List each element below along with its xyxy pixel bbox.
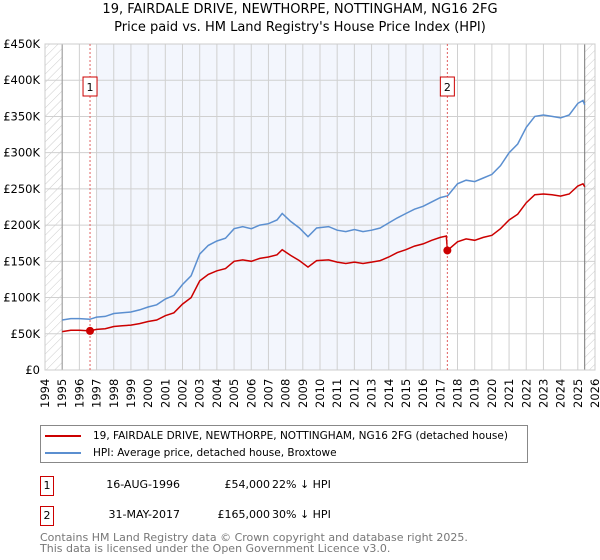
x-tick-label: 2012	[347, 379, 361, 408]
x-tick-label: 2019	[468, 379, 482, 408]
x-tick-label: 2024	[554, 379, 568, 408]
transaction-price: £54,000	[224, 478, 271, 491]
x-tick-label: 1999	[124, 379, 138, 408]
legend-swatch-red	[45, 435, 81, 437]
y-tick-label: £50K	[11, 327, 41, 341]
y-tick-label: £250K	[3, 182, 40, 196]
x-tick-label: 2000	[141, 379, 155, 408]
x-tick-label: 1995	[55, 379, 69, 408]
x-tick-label: 2026	[588, 379, 600, 408]
sale-label-box	[439, 76, 455, 97]
x-tick-label: 2003	[193, 379, 207, 408]
footer-licence: This data is licensed under the Open Gov…	[40, 542, 391, 555]
y-tick-label: £350K	[3, 109, 40, 123]
x-tick-label: 2022	[519, 379, 533, 408]
x-tick-label: 2004	[210, 379, 224, 408]
transaction-hpi: 22% ↓ HPI	[272, 478, 331, 491]
marker-badge: 2	[40, 506, 54, 526]
marker-badge: 1	[40, 476, 54, 496]
x-tick-label: 2009	[296, 379, 310, 408]
sale-label: 2	[444, 81, 451, 94]
property-price-line	[62, 182, 586, 333]
x-tick-label: 2002	[176, 379, 190, 408]
x-tick-label: 2021	[502, 379, 516, 408]
sale-label-box	[82, 76, 98, 97]
x-tick-label: 1994	[38, 379, 52, 408]
x-tick-label: 2016	[416, 379, 430, 408]
y-tick-label: £300K	[3, 146, 40, 160]
transaction-price: £165,000	[217, 508, 271, 521]
x-tick-label: 2025	[571, 379, 585, 408]
chart-title: 19, FAIRDALE DRIVE, NEWTHORPE, NOTTINGHA…	[102, 2, 498, 17]
transaction-hpi: 30% ↓ HPI	[272, 508, 331, 521]
legend-swatch-blue	[45, 452, 81, 454]
legend-item-property: 19, FAIRDALE DRIVE, NEWTHORPE, NOTTINGHA…	[45, 429, 508, 443]
y-tick-label: £450K	[3, 37, 40, 51]
plot-frame	[44, 43, 596, 371]
y-tick-label: £100K	[3, 291, 40, 305]
x-tick-label: 2008	[279, 379, 293, 408]
sale-point	[86, 326, 95, 335]
legend-item-hpi: HPI: Average price, detached house, Brox…	[45, 446, 337, 460]
transaction-date: 16-AUG-1996	[106, 478, 180, 491]
y-tick-label: £0	[25, 363, 40, 377]
transaction-row: 1 16-AUG-1996 £54,000 22% ↓ HPI	[40, 476, 540, 496]
y-tick-label: £400K	[3, 73, 40, 87]
sale-label: 1	[87, 81, 94, 94]
x-tick-label: 2001	[158, 379, 172, 408]
transaction-row: 2 31-MAY-2017 £165,000 30% ↓ HPI	[40, 506, 540, 526]
x-tick-label: 2014	[382, 379, 396, 408]
no-data-hatch	[45, 44, 63, 370]
chart-subtitle: Price paid vs. HM Land Registry's House …	[114, 20, 486, 35]
transaction-date: 31-MAY-2017	[108, 508, 180, 521]
x-tick-label: 2013	[365, 379, 379, 408]
chart-legend: 19, FAIRDALE DRIVE, NEWTHORPE, NOTTINGHA…	[40, 425, 528, 463]
legend-label: HPI: Average price, detached house, Brox…	[93, 447, 337, 459]
x-tick-label: 1997	[90, 379, 104, 408]
hpi-line	[62, 99, 586, 321]
x-tick-label: 1996	[72, 379, 86, 408]
x-tick-label: 2010	[313, 379, 327, 408]
x-tick-label: 2006	[244, 379, 258, 408]
legend-label: 19, FAIRDALE DRIVE, NEWTHORPE, NOTTINGHA…	[93, 430, 508, 442]
x-tick-label: 2007	[261, 379, 275, 408]
y-tick-label: £200K	[3, 218, 40, 232]
x-tick-label: 2015	[399, 379, 413, 408]
y-tick-label: £150K	[3, 254, 40, 268]
x-tick-label: 2017	[433, 379, 447, 408]
sale-point	[443, 246, 452, 255]
x-tick-label: 2023	[536, 379, 550, 408]
x-tick-label: 2011	[330, 379, 344, 408]
footer-copyright: Contains HM Land Registry data © Crown c…	[40, 531, 468, 544]
no-data-hatch	[584, 44, 595, 370]
x-tick-label: 2020	[485, 379, 499, 408]
x-tick-label: 2005	[227, 379, 241, 408]
x-tick-label: 2018	[451, 379, 465, 408]
x-tick-label: 1998	[107, 379, 121, 408]
